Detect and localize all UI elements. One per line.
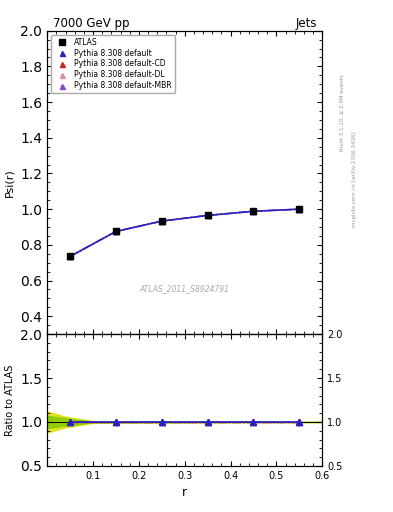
Pythia 8.308 default-DL — [160, 218, 164, 224]
Text: Rivet 3.1.10, ≥ 2.9M events: Rivet 3.1.10, ≥ 2.9M events — [340, 74, 345, 151]
Line: ATLAS: ATLAS — [67, 206, 303, 260]
Pythia 8.308 default-DL — [297, 206, 302, 212]
Y-axis label: Psi(r): Psi(r) — [5, 168, 15, 197]
Pythia 8.308 default-CD — [251, 208, 256, 215]
Line: Pythia 8.308 default-MBR: Pythia 8.308 default-MBR — [67, 206, 302, 259]
Pythia 8.308 default — [297, 206, 302, 212]
Text: Jets: Jets — [295, 16, 317, 30]
Pythia 8.308 default-CD — [205, 212, 210, 219]
ATLAS — [68, 253, 72, 260]
Pythia 8.308 default-MBR — [114, 228, 118, 234]
ATLAS — [205, 212, 210, 219]
Pythia 8.308 default-CD — [68, 253, 72, 260]
Pythia 8.308 default-CD — [160, 218, 164, 224]
Pythia 8.308 default-DL — [114, 228, 118, 234]
ATLAS — [114, 228, 118, 234]
Pythia 8.308 default-MBR — [160, 218, 164, 224]
Pythia 8.308 default — [205, 212, 210, 219]
Text: ATLAS_2011_S8924791: ATLAS_2011_S8924791 — [140, 284, 230, 293]
ATLAS — [160, 218, 164, 224]
X-axis label: r: r — [182, 486, 187, 499]
Pythia 8.308 default — [68, 253, 72, 260]
Pythia 8.308 default-DL — [251, 208, 256, 215]
Line: Pythia 8.308 default: Pythia 8.308 default — [67, 206, 302, 259]
ATLAS — [251, 208, 256, 215]
Line: Pythia 8.308 default-DL: Pythia 8.308 default-DL — [67, 206, 302, 259]
Pythia 8.308 default-MBR — [205, 212, 210, 219]
Pythia 8.308 default-DL — [205, 212, 210, 219]
Legend: ATLAS, Pythia 8.308 default, Pythia 8.308 default-CD, Pythia 8.308 default-DL, P: ATLAS, Pythia 8.308 default, Pythia 8.30… — [51, 34, 174, 93]
Pythia 8.308 default-CD — [297, 206, 302, 212]
Pythia 8.308 default — [114, 228, 118, 234]
Pythia 8.308 default-CD — [114, 228, 118, 234]
ATLAS — [297, 206, 302, 212]
Pythia 8.308 default — [160, 218, 164, 224]
Pythia 8.308 default-MBR — [297, 206, 302, 212]
Text: 7000 GeV pp: 7000 GeV pp — [53, 16, 129, 30]
Y-axis label: Ratio to ATLAS: Ratio to ATLAS — [5, 365, 15, 436]
Pythia 8.308 default-DL — [68, 253, 72, 260]
Line: Pythia 8.308 default-CD: Pythia 8.308 default-CD — [67, 206, 302, 259]
Pythia 8.308 default-MBR — [68, 253, 72, 260]
Pythia 8.308 default-MBR — [251, 208, 256, 215]
Pythia 8.308 default — [251, 208, 256, 215]
Text: mcplots.cern.ch [arXiv:1306.3436]: mcplots.cern.ch [arXiv:1306.3436] — [352, 132, 357, 227]
